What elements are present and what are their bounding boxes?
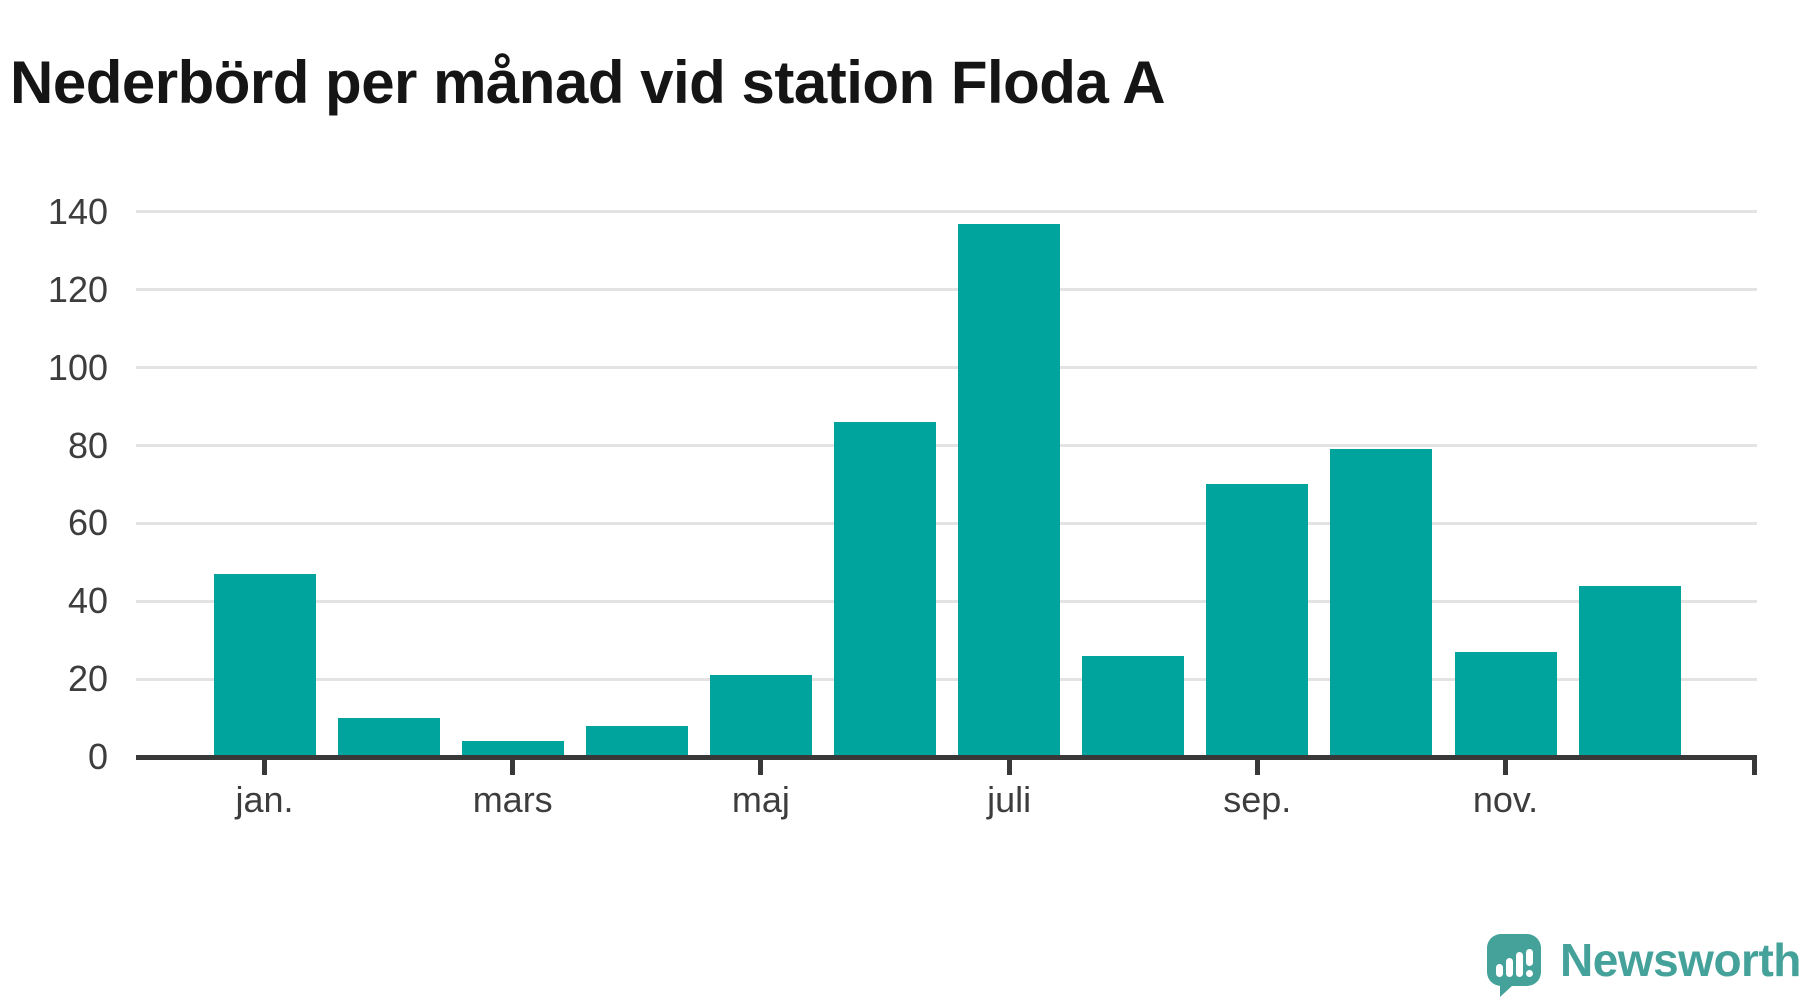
logo-exclamation-bar <box>1526 949 1533 966</box>
chart-title: Nederbörd per månad vid station Floda A <box>10 49 1166 117</box>
x-axis-label-maj: maj <box>731 779 790 820</box>
y-axis-label-60: 60 <box>67 502 108 544</box>
bar-sep. <box>1206 484 1309 757</box>
x-axis-label-juli: juli <box>987 779 1032 820</box>
logo-exclamation-dot <box>1526 970 1533 977</box>
bar-juli <box>958 223 1061 757</box>
gridline-40 <box>136 599 1757 603</box>
y-axis-label-100: 100 <box>47 346 108 388</box>
x-axis-tick-juli <box>1006 759 1012 775</box>
gridline-100 <box>136 366 1757 370</box>
newsworthy-speech-bubble-bar-chart-icon <box>1487 934 1541 997</box>
bar-apr. <box>585 725 688 757</box>
logo-bar-large <box>1516 952 1523 977</box>
x-axis-end-cap <box>1752 754 1757 775</box>
gridline-60 <box>136 521 1757 525</box>
gridline-140 <box>136 210 1757 214</box>
newsworthy-logo: Newsworthy <box>1487 933 1800 997</box>
logo-bar-medium <box>1506 958 1513 977</box>
x-axis-tick-mars <box>510 759 516 775</box>
y-axis-label-120: 120 <box>47 268 108 310</box>
bar-maj <box>709 675 812 757</box>
x-axis-tick-nov. <box>1503 759 1508 775</box>
gridline-120 <box>136 288 1757 292</box>
logo-bar-small <box>1496 964 1503 977</box>
bar-jan. <box>213 574 316 757</box>
x-axis-line <box>136 754 1757 760</box>
bar-dec. <box>1578 585 1681 757</box>
bar-feb. <box>337 718 440 757</box>
x-axis-label-jan.: jan. <box>235 779 294 820</box>
x-axis-tick-maj <box>758 759 764 775</box>
bar-nov. <box>1454 651 1557 757</box>
speech-bubble-tail <box>1500 985 1513 997</box>
x-axis-label-mars: mars <box>472 779 553 820</box>
newsworthy-logo-text: Newsworthy <box>1560 934 1800 986</box>
bar-okt. <box>1330 449 1433 757</box>
y-axis-label-40: 40 <box>67 580 108 622</box>
x-axis-tick-jan. <box>262 759 267 775</box>
gridline-20 <box>136 677 1757 681</box>
bar-juni <box>834 422 936 757</box>
bar-mars <box>461 741 564 757</box>
y-axis-label-140: 140 <box>47 190 108 232</box>
x-axis-tick-sep. <box>1254 759 1260 775</box>
x-axis-label-nov.: nov. <box>1472 779 1539 820</box>
y-axis-label-80: 80 <box>67 424 108 466</box>
gridline-80 <box>136 444 1757 448</box>
y-axis-label-0: 0 <box>87 736 108 777</box>
bar-aug. <box>1082 655 1185 757</box>
y-axis-label-20: 20 <box>67 658 108 700</box>
x-axis-label-sep.: sep. <box>1223 779 1292 820</box>
